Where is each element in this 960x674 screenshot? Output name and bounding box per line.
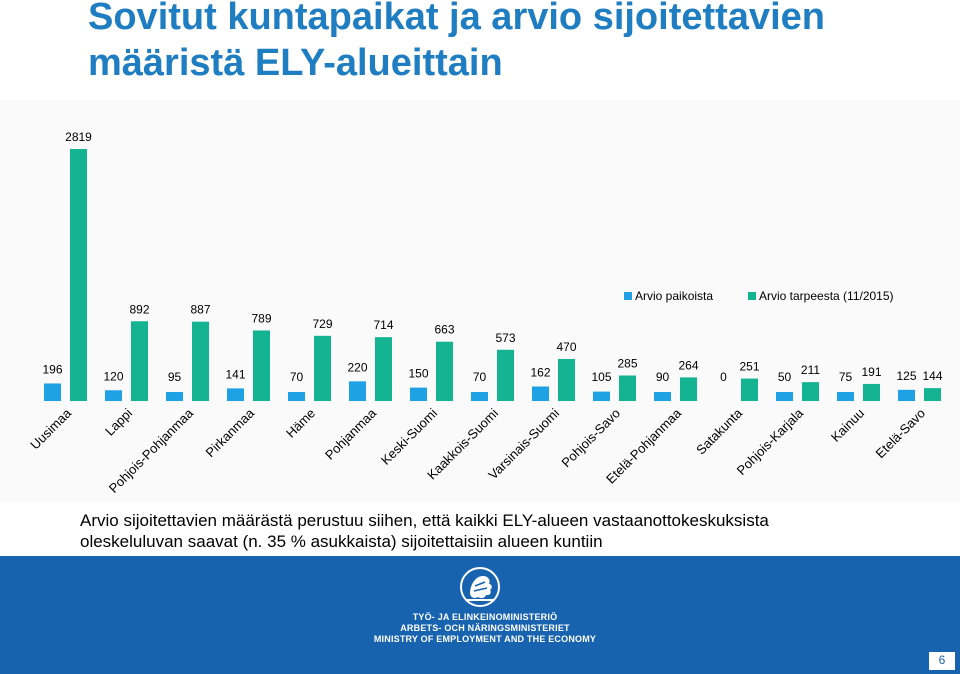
bar-tarve-pohjanmaa [375, 337, 392, 401]
bar-tarve-etela-savo [924, 388, 941, 401]
footnote-line-2: oleskeluluvan saavat (n. 35 % asukkaista… [80, 532, 603, 551]
value-label-tarve-pirkanmaa: 789 [251, 311, 271, 325]
category-label-lappi: Lappi [102, 405, 135, 438]
bar-tarve-satakunta [741, 378, 758, 401]
value-label-tarve-etela-pohjanmaa: 264 [678, 358, 698, 372]
chart-panel: Arvio paikoista Arvio tarpeesta (11/2015)… [0, 100, 960, 502]
category-label-keski-suomi: Keski-Suomi [378, 405, 440, 467]
category-label-kainuu: Kainuu [828, 406, 867, 445]
value-label-tarve-lappi: 892 [129, 302, 149, 316]
category-label-satakunta: Satakunta [693, 405, 746, 458]
value-label-paikat-kaakkois-suomi: 70 [473, 370, 487, 384]
bar-paikat-varsinais-suomi [532, 386, 549, 401]
value-label-tarve-pohjanmaa: 714 [373, 318, 393, 332]
value-label-paikat-keski-suomi: 150 [408, 367, 428, 381]
footer-band [0, 556, 960, 674]
chart-value-labels: 196 2819 120 892 95 887 141 789 70 729 220 714 150 66… [42, 130, 942, 384]
page-number-box: 6 [929, 652, 955, 670]
bar-tarve-uusimaa [70, 149, 87, 401]
bar-tarve-etela-pohjanmaa [680, 377, 697, 401]
value-label-tarve-hame: 729 [312, 317, 332, 331]
legend-label-2: Arvio tarpeesta (11/2015) [759, 289, 894, 303]
bar-tarve-pirkanmaa [253, 330, 270, 401]
value-label-paikat-lappi: 120 [103, 369, 123, 383]
legend-label-1: Arvio paikoista [635, 289, 713, 303]
bar-paikat-kaakkois-suomi [471, 392, 488, 401]
value-label-paikat-uusimaa: 196 [42, 362, 62, 376]
value-label-tarve-keski-suomi: 663 [434, 323, 454, 337]
bar-paikat-lappi [105, 390, 122, 401]
value-label-paikat-pohjois-savo: 105 [591, 370, 611, 384]
bar-paikat-pohjois-karjala [776, 392, 793, 401]
value-label-tarve-kainuu: 191 [861, 365, 881, 379]
ministry-name-sv: ARBETS- OCH NÄRINGSMINISTERIET [400, 623, 570, 633]
value-label-paikat-etela-pohjanmaa: 90 [656, 370, 670, 384]
value-label-paikat-pohjois-karjala: 50 [778, 370, 792, 384]
category-label-pirkanmaa: Pirkanmaa [203, 405, 258, 460]
value-label-tarve-etela-savo: 144 [922, 369, 942, 383]
ministry-lion-logo [460, 567, 500, 607]
bar-paikat-hame [288, 392, 305, 401]
bar-tarve-lappi [131, 321, 148, 401]
chart-footnote: Arvio sijoitettavien määrästä perustuu s… [80, 510, 940, 552]
bar-paikat-pohjanmaa [349, 381, 366, 401]
value-label-tarve-satakunta: 251 [739, 360, 759, 374]
value-label-tarve-pohjois-savo: 285 [617, 357, 637, 371]
ministry-name-fi: TYÖ- JA ELINKEINOMINISTERIÖ [412, 612, 558, 622]
page-number: 6 [938, 653, 946, 667]
bar-chart: Arvio paikoista Arvio tarpeesta (11/2015)… [27, 130, 943, 496]
bar-paikat-etela-savo [898, 389, 915, 401]
category-label-hame: Häme [283, 406, 318, 441]
bar-paikat-keski-suomi [410, 387, 427, 401]
category-label-pohjanmaa: Pohjanmaa [322, 405, 380, 463]
ministry-name: TYÖ- JA ELINKEINOMINISTERIÖ ARBETS- OCH … [360, 612, 610, 645]
value-label-tarve-pohjois-pohjanmaa: 887 [190, 303, 210, 317]
value-label-paikat-varsinais-suomi: 162 [530, 366, 550, 380]
value-label-paikat-pirkanmaa: 141 [225, 367, 245, 381]
bar-paikat-pohjois-pohjanmaa [166, 392, 183, 401]
value-label-paikat-etela-savo: 125 [896, 369, 916, 383]
bar-tarve-keski-suomi [436, 341, 453, 401]
value-label-paikat-pohjanmaa: 220 [347, 360, 367, 374]
chart-bars [44, 149, 941, 401]
slide-title: Sovitut kuntapaikat ja arvio sijoitettav… [88, 0, 825, 84]
category-label-uusimaa: Uusimaa [27, 405, 74, 452]
bar-tarve-varsinais-suomi [558, 358, 575, 401]
value-label-tarve-kaakkois-suomi: 573 [495, 331, 515, 345]
chart-legend: Arvio paikoista Arvio tarpeesta (11/2015) [624, 289, 894, 303]
bar-tarve-hame [314, 335, 331, 401]
value-label-paikat-pohjois-pohjanmaa: 95 [168, 370, 182, 384]
bar-tarve-pohjois-savo [619, 375, 636, 401]
value-label-paikat-kainuu: 75 [839, 370, 853, 384]
footnote-line-1: Arvio sijoitettavien määrästä perustuu s… [80, 511, 769, 530]
bar-paikat-uusimaa [44, 383, 61, 401]
bar-paikat-pirkanmaa [227, 388, 244, 401]
legend-swatch-2 [748, 292, 756, 300]
bar-tarve-kaakkois-suomi [497, 349, 514, 401]
value-label-tarve-varsinais-suomi: 470 [556, 340, 576, 354]
bar-paikat-etela-pohjanmaa [654, 392, 671, 401]
bar-paikat-pohjois-savo [593, 391, 610, 401]
legend-swatch-1 [624, 292, 632, 300]
bar-tarve-pohjois-pohjanmaa [192, 321, 209, 401]
value-label-paikat-hame: 70 [290, 370, 304, 384]
category-label-pohjois-savo: Pohjois-Savo [558, 406, 623, 471]
value-label-paikat-satakunta: 0 [720, 370, 727, 384]
ministry-name-en: MINISTRY OF EMPLOYMENT AND THE ECONOMY [373, 634, 597, 644]
bar-tarve-pohjois-karjala [802, 382, 819, 401]
bar-tarve-kainuu [863, 383, 880, 401]
category-label-etela-savo: Etelä-Savo [873, 406, 929, 462]
value-label-tarve-pohjois-karjala: 211 [801, 363, 820, 377]
bar-paikat-kainuu [837, 392, 854, 401]
value-label-tarve-uusimaa: 2819 [65, 130, 92, 144]
